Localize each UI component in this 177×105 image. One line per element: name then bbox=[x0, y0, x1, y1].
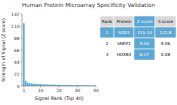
table: Rank Protein Z score S score 1 SOD1 115.14 121.… bbox=[100, 16, 176, 60]
y-tick-label: 88 bbox=[14, 36, 20, 41]
bar bbox=[30, 83, 32, 86]
table-text: S score bbox=[158, 19, 174, 24]
table-text: 1 bbox=[106, 30, 109, 35]
bar bbox=[32, 84, 34, 86]
table-text: 2 bbox=[106, 41, 109, 46]
y-tick-label: 44 bbox=[14, 60, 20, 65]
table-text: SNRP1 bbox=[117, 41, 131, 46]
table-text: Protein bbox=[117, 19, 132, 24]
table-text: 3 bbox=[106, 52, 109, 57]
y-tick-label: 22 bbox=[14, 72, 20, 77]
table-cell bbox=[155, 27, 176, 38]
table-cell bbox=[134, 16, 155, 27]
table-cell bbox=[134, 49, 155, 60]
table-text: HOXB3 bbox=[117, 52, 132, 57]
table-text: 9.06 bbox=[161, 41, 171, 46]
table-cell bbox=[114, 27, 134, 38]
table-cell bbox=[114, 49, 134, 60]
x-tick-label: 20 bbox=[56, 88, 62, 93]
table-text: 0.08 bbox=[161, 52, 171, 57]
bar bbox=[27, 83, 29, 86]
table-cell bbox=[134, 38, 155, 49]
table-cell bbox=[100, 27, 114, 38]
x-axis-label: Signal Rank (Top 40) bbox=[34, 96, 83, 101]
table-cell bbox=[114, 38, 134, 49]
table-text: 115.14 bbox=[137, 30, 152, 35]
x-tick-label: 40 bbox=[93, 88, 99, 93]
y-axis-label: Strength of Signal (Z score) bbox=[1, 18, 6, 82]
bars bbox=[23, 23, 96, 86]
x-tick-label: 10 bbox=[38, 88, 44, 93]
y-axis bbox=[22, 14, 23, 86]
bar bbox=[38, 84, 40, 86]
table-text: 121.8 bbox=[160, 30, 172, 35]
x-axis bbox=[22, 86, 96, 87]
y-tick-label: 66 bbox=[14, 48, 20, 53]
bar bbox=[25, 81, 27, 86]
table-text: 9.50 bbox=[140, 41, 150, 46]
chart: Human Protein Microarray Specificity Val… bbox=[0, 0, 177, 105]
table-text: Z score bbox=[137, 19, 153, 24]
bar bbox=[40, 84, 42, 86]
x-tick-label: 1 bbox=[22, 88, 25, 93]
bar bbox=[36, 84, 38, 86]
bar bbox=[34, 84, 36, 86]
table-cell bbox=[155, 38, 176, 49]
bar bbox=[23, 23, 25, 86]
table-cell bbox=[100, 49, 114, 60]
table-cell bbox=[155, 49, 176, 60]
bar bbox=[29, 83, 31, 86]
x-tick-label: 30 bbox=[75, 88, 81, 93]
table-text: 6.27 bbox=[140, 52, 150, 57]
bar bbox=[42, 84, 44, 86]
table-cell bbox=[134, 27, 155, 38]
title: Human Protein Microarray Specificity Val… bbox=[22, 2, 156, 9]
table-cell bbox=[114, 16, 134, 27]
table-cell bbox=[100, 16, 114, 27]
table-cell bbox=[155, 16, 176, 27]
y-tick-label: 0 bbox=[17, 84, 20, 89]
table-cell bbox=[100, 38, 114, 49]
table-text: Rank bbox=[102, 19, 113, 24]
y-tick-label: 110 bbox=[11, 24, 20, 29]
y-tick-label: 132 bbox=[11, 12, 20, 17]
table-text: SOD1 bbox=[118, 30, 130, 35]
